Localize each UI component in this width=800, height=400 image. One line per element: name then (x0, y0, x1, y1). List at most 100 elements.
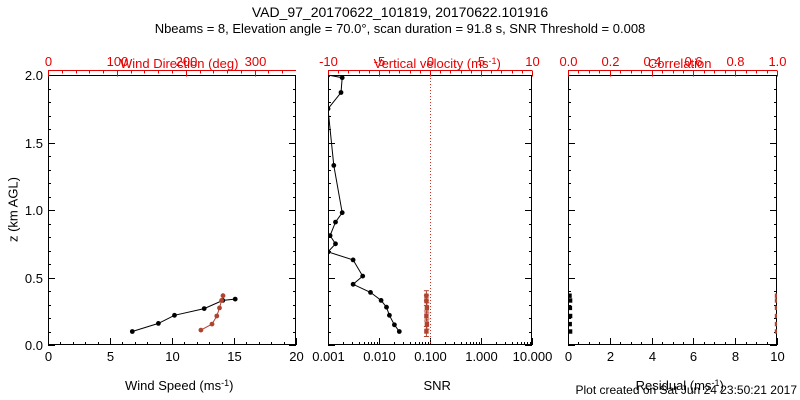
top-tick-label: 5 (478, 54, 485, 69)
x-tick-label: 8 (732, 349, 739, 364)
snr-profile-point (368, 290, 373, 295)
snr-profile-point (331, 163, 337, 168)
top-axis (328, 70, 533, 77)
vertical-velocity-point (424, 321, 430, 327)
vertical-velocity-point (424, 329, 429, 334)
panel-wind: 0.00.51.01.52.00 5 10 15 200 100 200 300 (25, 54, 304, 364)
x-tick-label: 6 (690, 349, 697, 364)
axis-title-text: SNR (423, 378, 451, 393)
x-tick-label: 5 (107, 349, 114, 364)
plot-created-timestamp: Plot created on Sat Jun 24 23:50:21 2017 (575, 383, 797, 397)
correlation-series (774, 293, 777, 334)
wind-speed-line (132, 298, 236, 332)
x-tick-label: 10 (165, 349, 179, 364)
axis-title-text: ) (496, 56, 501, 71)
axis-title-sup: -1 (711, 378, 720, 388)
snr-profile-point (378, 298, 384, 303)
top-axis (48, 70, 296, 77)
vertical-velocity-series (423, 290, 430, 337)
wind-speed-point (129, 329, 135, 334)
panel-frame (48, 75, 296, 345)
x-tick-label: 1.000 (465, 349, 498, 364)
top-tick-label: 300 (245, 54, 267, 69)
residual-point (568, 305, 573, 311)
axis-title-text: ) (719, 378, 724, 393)
y-tick-label: 1.0 (25, 203, 43, 218)
top-tick-label: 10 (525, 54, 539, 69)
x-tick-label: 2 (607, 349, 614, 364)
axis-title-text: Wind Speed (ms (125, 378, 222, 393)
top-tick-label: 1.0 (768, 54, 786, 69)
correlation-point (774, 321, 777, 327)
axis-title-sup: -1 (488, 56, 497, 66)
top-tick-label: 0 (45, 54, 52, 69)
snr-profile-point (333, 241, 338, 247)
x-tick-label: 4 (649, 349, 656, 364)
snr-profile-point (339, 210, 345, 216)
snr-profile-point (328, 249, 331, 255)
panel-residual: 0 2 4 6 8 10 0.0 0.2 0.4 0.6 0.8 1.0 (559, 54, 786, 364)
top-tick-label: 0.0 (559, 54, 577, 69)
axis-ticks (48, 75, 297, 346)
x-tick-label: 0 (45, 349, 52, 364)
snr-profile-point (333, 219, 338, 225)
wind-speed-point (232, 296, 238, 302)
wind-direction-point (217, 305, 222, 311)
vertical-velocity-point (424, 298, 429, 303)
wind-speed-point (201, 306, 207, 311)
wind-direction-point (209, 321, 215, 327)
x-bottom-title-residual: Residual (ms-1) (568, 363, 777, 400)
top-tick-label: 0.8 (726, 54, 744, 69)
residual-series (568, 293, 573, 334)
snr-profile-point (396, 329, 402, 334)
plot-title: VAD_97_20170622_101819, 20170622.101916 (251, 4, 549, 20)
snr-profile-point (384, 304, 389, 310)
residual-point (568, 321, 572, 327)
x-bottom-title-wind-speed: Wind Speed (ms-1) (48, 363, 296, 400)
y-tick-label: 2.0 (25, 68, 43, 83)
plot-subtitle: Nbeams = 8, Elevation angle = 70.0°, sca… (154, 21, 646, 36)
wind-direction-point (219, 298, 225, 303)
wind-direction-point (214, 313, 220, 319)
x-tick-label: 0.001 (312, 349, 345, 364)
snr-profile-point (387, 312, 392, 318)
top-tick-label: 0.4 (643, 54, 661, 69)
axis-title-text: ) (229, 378, 234, 393)
snr-profile-point (350, 281, 356, 287)
x-tick-label: 10.000 (513, 349, 553, 364)
panel-frame (568, 75, 777, 345)
x-tick-label: 0.100 (414, 349, 447, 364)
top-tick-label: 0.2 (601, 54, 619, 69)
y-tick-label: 0.0 (25, 338, 43, 353)
x-tick-label: 10 (770, 349, 784, 364)
top-tick-label: 200 (176, 54, 198, 69)
top-tick-label: -10 (319, 54, 338, 69)
top-tick-label: 100 (107, 54, 129, 69)
x-tick-label: 0.010 (363, 349, 396, 364)
snr-profile-point (392, 322, 397, 328)
wind-speed-point (156, 321, 161, 326)
snr-profile-point (328, 75, 331, 78)
snr-profile-point (338, 90, 344, 95)
wind-direction-point (220, 293, 226, 299)
top-tick-label: -5 (374, 54, 386, 69)
correlation-point (774, 293, 777, 298)
snr-profile-point (339, 75, 345, 81)
snr-profile-point (360, 273, 366, 279)
axis-title-sup: -1 (221, 378, 230, 388)
axis-title-text: Residual (ms (635, 378, 712, 393)
residual-point (568, 298, 573, 303)
vertical-velocity-point (424, 305, 430, 311)
residual-point (568, 329, 573, 334)
snr-profile-point (328, 106, 331, 112)
wind-speed-point (172, 312, 177, 318)
vertical-velocity-point (424, 313, 429, 319)
x-tick-label: 0 (565, 349, 572, 364)
x-tick-label: 15 (227, 349, 241, 364)
top-tick-label: 0 (427, 54, 434, 69)
snr-profile-point (328, 233, 333, 238)
x-top-title-vertical-velocity: Vertical velocity (ms-1) (328, 41, 532, 86)
correlation-point (774, 298, 777, 303)
